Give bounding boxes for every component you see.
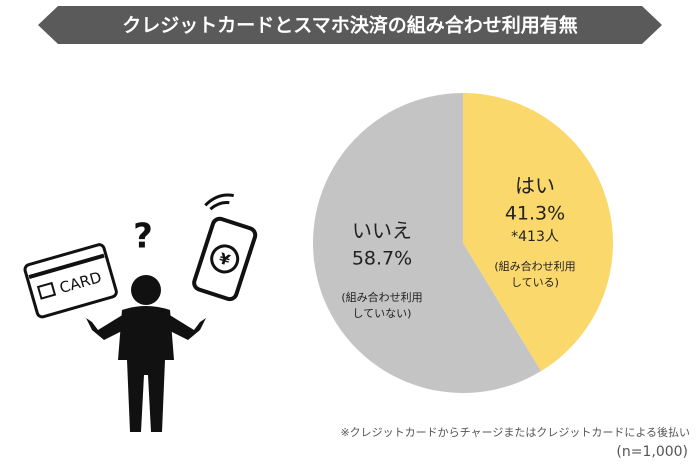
slice-label: はい [515,174,555,198]
person-arm-left [86,314,124,340]
footnote: ※クレジットカードからチャージまたはクレジットカードによる後払い [340,425,690,439]
slice-label: いいえ [352,219,412,243]
card-icon: CARD [23,243,118,319]
question-mark: ? [133,217,153,257]
pie-slice [463,93,613,372]
pie-slice [313,93,541,393]
sample-size: (n=1,000) [616,444,688,460]
person-body [118,306,174,432]
slice-note: している) [511,276,559,289]
slice-note: (組み合わせ利用 [341,290,422,304]
pie [313,93,613,393]
chart-title: クレジットカードとスマホ決済の組み合わせ利用有無 [122,14,577,37]
person-arm-right [168,314,206,340]
title-banner [38,6,662,44]
slice-note: (組み合わせ利用 [494,259,575,273]
phone-icon: ¥ [192,193,258,302]
count-label: *413人 [511,229,559,245]
value-label: 58.7% [352,248,412,270]
illustration: ? CARD ¥ [23,193,258,432]
person-head [131,275,161,305]
value-label: 41.3% [505,203,565,225]
slice-note: していない) [353,307,412,320]
